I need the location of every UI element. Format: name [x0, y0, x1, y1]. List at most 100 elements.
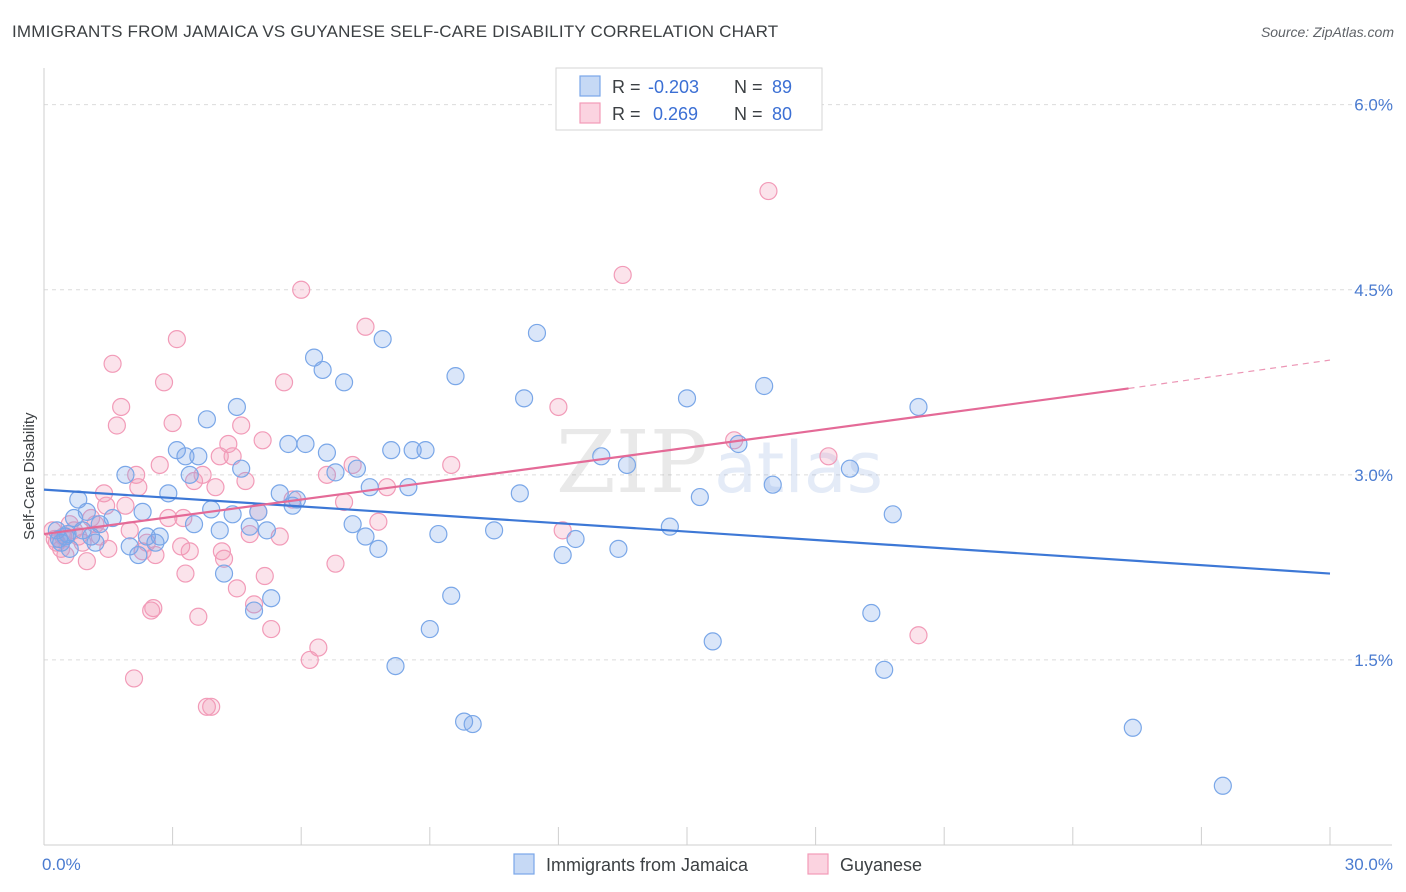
data-point	[609, 539, 628, 558]
data-point	[202, 697, 221, 716]
y-tick-label: 1.5%	[1354, 651, 1393, 670]
data-point	[403, 441, 422, 460]
data-point	[549, 397, 568, 417]
data-point	[613, 265, 632, 285]
data-point	[515, 389, 534, 408]
data-point	[317, 443, 337, 462]
data-point	[690, 487, 709, 507]
data-point	[677, 389, 697, 408]
data-point	[142, 601, 161, 620]
data-point	[909, 397, 928, 417]
data-point	[763, 475, 782, 494]
data-point	[553, 521, 572, 540]
data-point	[127, 465, 146, 484]
data-point	[150, 455, 169, 475]
data-point	[703, 632, 722, 651]
data-point	[103, 354, 122, 373]
data-point	[862, 603, 881, 623]
data-point	[202, 500, 221, 519]
data-point	[759, 181, 778, 201]
data-point	[227, 397, 246, 417]
data-point	[819, 447, 838, 466]
data-point	[617, 455, 637, 475]
data-point	[334, 373, 354, 392]
data-point	[292, 280, 311, 299]
data-point	[262, 589, 281, 608]
data-point	[1213, 776, 1232, 795]
data-point	[116, 496, 135, 515]
data-point	[729, 434, 748, 454]
axes	[43, 68, 1392, 846]
data-point	[77, 502, 96, 521]
data-point	[343, 515, 362, 534]
data-point	[255, 566, 274, 586]
data-point	[356, 317, 375, 336]
data-point	[326, 463, 345, 482]
data-point	[347, 459, 367, 478]
data-point	[180, 542, 199, 561]
data-point	[176, 447, 195, 466]
data-point	[103, 508, 122, 528]
data-point	[416, 441, 435, 460]
y-tick-label: 4.5%	[1354, 281, 1393, 300]
data-point	[107, 416, 126, 435]
data-point	[279, 434, 298, 454]
data-point	[49, 529, 69, 549]
data-point	[510, 484, 529, 503]
data-point	[172, 537, 191, 556]
data-point	[592, 447, 611, 466]
data-point	[356, 527, 375, 546]
data-point	[189, 447, 208, 466]
data-point	[189, 607, 208, 626]
data-point	[144, 598, 163, 618]
y-tick-label: 3.0%	[1354, 466, 1393, 485]
data-point	[373, 330, 392, 349]
data-point	[227, 579, 246, 598]
data-point	[274, 373, 294, 392]
trend-line	[43, 488, 1331, 575]
data-point	[369, 512, 388, 531]
data-point	[232, 459, 251, 478]
data-point	[176, 564, 195, 583]
data-point	[197, 410, 216, 429]
data-point	[214, 549, 234, 568]
data-point	[154, 373, 174, 392]
data-point	[442, 586, 461, 605]
trend-lines	[43, 359, 1331, 575]
data-point	[883, 505, 902, 524]
data-point	[553, 545, 572, 565]
data-point	[262, 619, 281, 639]
data-point	[193, 465, 212, 484]
trend-line	[43, 387, 1129, 536]
data-point	[77, 552, 96, 571]
series-jamaica-points	[47, 323, 1232, 795]
data-point	[875, 660, 894, 679]
data-point	[124, 669, 144, 688]
legend-n-label-1: N =	[734, 77, 763, 97]
data-point	[116, 465, 135, 484]
data-point	[485, 521, 504, 540]
data-point	[167, 330, 186, 349]
data-point	[240, 517, 259, 536]
legend-bottom: Immigrants from Jamaica Guyanese	[513, 853, 922, 875]
data-point	[909, 626, 928, 645]
data-point	[253, 431, 272, 450]
data-point	[386, 656, 405, 676]
legend-n-label-2: N =	[734, 104, 763, 124]
data-point	[304, 348, 324, 367]
data-point	[382, 441, 401, 460]
tick-labels: 1.5% 3.0% 4.5% 6.0% 0.0% 30.0%	[42, 96, 1393, 874]
legend-swatch-guyanese	[579, 102, 601, 124]
x-tick-label: 0.0%	[42, 855, 81, 874]
legend-n-value-2: 80	[772, 104, 792, 124]
source-label: Source: ZipAtlas.com	[1260, 24, 1394, 40]
data-point	[257, 521, 277, 540]
data-point	[313, 360, 332, 380]
legend-swatch-jamaica	[579, 75, 601, 97]
data-point	[129, 545, 148, 565]
legend-n-value-1: 89	[772, 77, 792, 97]
data-point	[159, 484, 178, 503]
data-point	[180, 465, 199, 484]
data-point	[58, 524, 77, 544]
